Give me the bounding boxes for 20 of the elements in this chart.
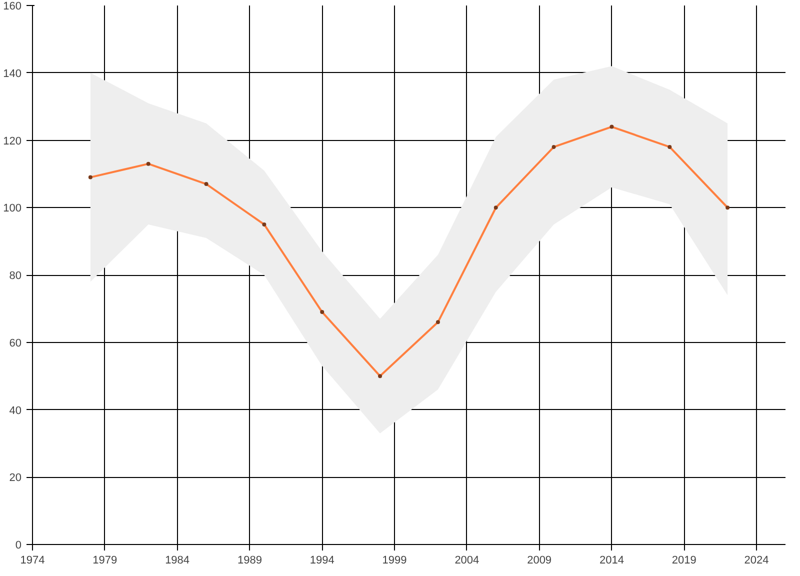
x-tick-label: 2014 (599, 554, 624, 566)
y-tick-label: 20 (9, 472, 22, 484)
y-tick-label: 140 (3, 68, 22, 80)
y-tick-label: 80 (9, 270, 22, 282)
y-tick-label: 0 (15, 540, 22, 552)
y-tick-label: 160 (3, 0, 22, 12)
x-tick-label: 1974 (20, 554, 45, 566)
y-tick-label: 120 (3, 135, 22, 148)
x-tick-label: 1999 (382, 554, 407, 566)
y-tick-label: 40 (9, 404, 22, 417)
y-tick-label: 100 (3, 202, 22, 215)
x-tick-label: 1994 (310, 554, 334, 566)
x-tick-label: 2009 (527, 554, 552, 566)
y-tick-label: 60 (9, 337, 22, 350)
x-tick-label: 2019 (672, 554, 696, 566)
x-tick-label: 1989 (237, 554, 262, 566)
x-tick-label: 1979 (92, 554, 118, 566)
x-tick-label: 2004 (454, 554, 480, 566)
x-tick-label: 1984 (165, 554, 190, 566)
x-tick-label: 2024 (744, 554, 769, 566)
